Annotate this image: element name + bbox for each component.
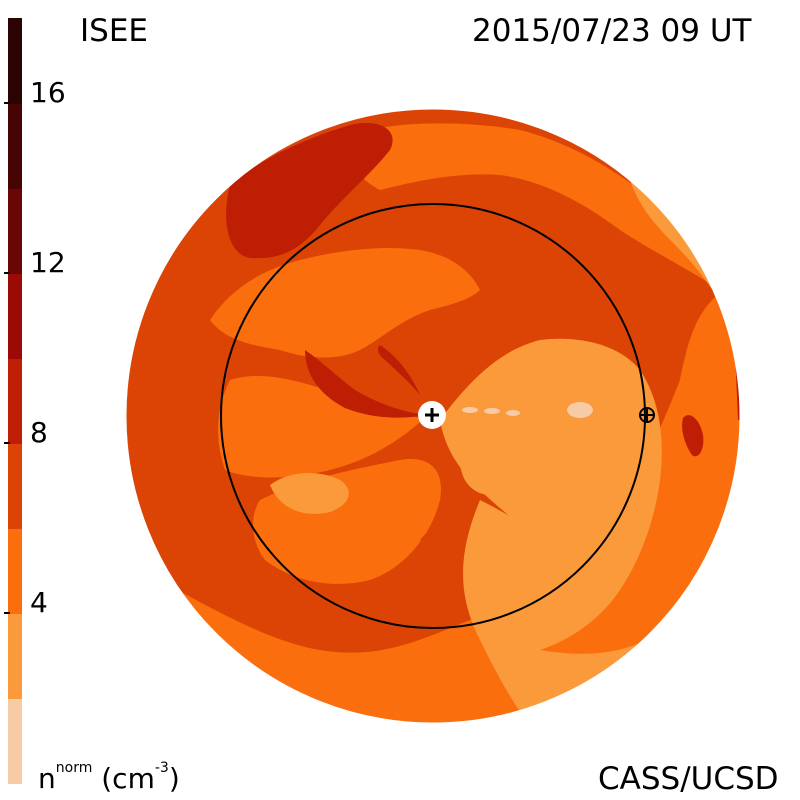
- credit-label: CASS/UCSD: [598, 761, 779, 797]
- colorbar-segment: [8, 188, 22, 274]
- colorbar-title-base: n: [38, 762, 56, 795]
- density-region-orange: [126, 280, 740, 723]
- density-region-red-arm-2: [377, 345, 420, 395]
- sun-marker: [418, 401, 446, 429]
- colorbar-tick-label: 16: [30, 76, 66, 109]
- colorbar-segment: [8, 358, 22, 444]
- density-region-palest-3: [484, 408, 500, 414]
- density-region-light-left-inner: [270, 473, 349, 514]
- density-region-orange-swirl: [210, 248, 480, 358]
- colorbar-title-close: ): [168, 762, 180, 795]
- colorbar-segment: [8, 103, 22, 189]
- colorbar-tick-mark: [4, 612, 10, 614]
- density-region-palest-4: [506, 410, 520, 416]
- colorbar-segment: [8, 613, 22, 699]
- colorbar-title-units: (cm: [92, 762, 155, 795]
- colorbar-tick-mark: [4, 102, 10, 104]
- disk-outline: [125, 108, 741, 724]
- colorbar-title-sup: norm: [55, 759, 93, 776]
- density-region-red-spot-1: [682, 415, 704, 457]
- density-region-light-right-inner: [460, 454, 512, 495]
- density-region-red-upper-left: [226, 122, 393, 259]
- instrument-label: ISEE: [80, 13, 148, 49]
- colorbar-segment: [8, 698, 22, 784]
- density-region-palest-1: [567, 402, 593, 418]
- colorbar-tick-label: 8: [30, 416, 48, 449]
- density-region-orange-lobe: [218, 375, 425, 478]
- density-region-red-arm-1: [305, 350, 425, 418]
- colorbar-segment: [8, 528, 22, 614]
- colorbar-segment: [8, 18, 22, 104]
- colorbar-tick-label: 4: [30, 586, 48, 619]
- colorbar-title-units-exp: -3: [154, 759, 169, 776]
- colorbar-tick-mark: [4, 272, 10, 274]
- colorbar-tick-mark: [4, 442, 10, 444]
- colorbar: [8, 18, 22, 784]
- earth-marker: [639, 407, 655, 423]
- density-disk: [126, 109, 740, 723]
- colorbar-tick-label: 12: [30, 246, 66, 279]
- density-region-light-upper-right: [630, 180, 740, 330]
- density-region-palest-2: [462, 407, 478, 413]
- timestamp-label: 2015/07/23 09 UT: [472, 13, 752, 49]
- colorbar-title: nnorm (cm-3): [38, 759, 180, 795]
- colorbar-segment: [8, 273, 22, 359]
- density-region-darker-ring: [420, 526, 453, 554]
- density-region-orange-top: [340, 123, 720, 290]
- colorbar-segment: [8, 443, 22, 529]
- density-region-light-right: [440, 338, 662, 650]
